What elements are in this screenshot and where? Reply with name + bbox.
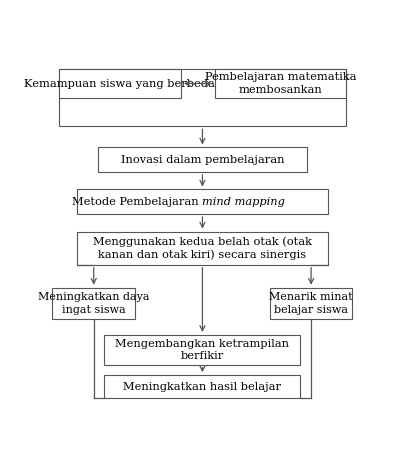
Text: mind mapping: mind mapping [202, 197, 285, 207]
Bar [58, 69, 346, 126]
Bar [104, 335, 301, 364]
Bar [270, 288, 352, 319]
Bar [215, 69, 346, 98]
Text: Inovasi dalam pembelajaran: Inovasi dalam pembelajaran [121, 155, 284, 165]
Bar [77, 189, 328, 214]
Text: Menarik minat
belajar siswa: Menarik minat belajar siswa [269, 292, 353, 314]
Bar [104, 375, 301, 398]
Text: Meningkatkan daya
ingat siswa: Meningkatkan daya ingat siswa [38, 292, 150, 314]
Bar [98, 147, 307, 172]
Text: Meningkatkan hasil belajar: Meningkatkan hasil belajar [123, 382, 281, 392]
Bar [77, 232, 328, 265]
Text: Mengembangkan ketrampilan
berfikir: Mengembangkan ketrampilan berfikir [115, 339, 290, 361]
Text: Metode Pembelajaran: Metode Pembelajaran [72, 197, 202, 207]
Text: Menggunakan kedua belah otak (otak
kanan dan otak kiri) secara sinergis: Menggunakan kedua belah otak (otak kanan… [93, 236, 312, 260]
Bar [58, 69, 181, 98]
Text: Kemampuan siswa yang berbeda: Kemampuan siswa yang berbeda [24, 79, 215, 89]
Bar [53, 288, 135, 319]
Text: Pembelajaran matematika
membosankan: Pembelajaran matematika membosankan [205, 72, 356, 95]
